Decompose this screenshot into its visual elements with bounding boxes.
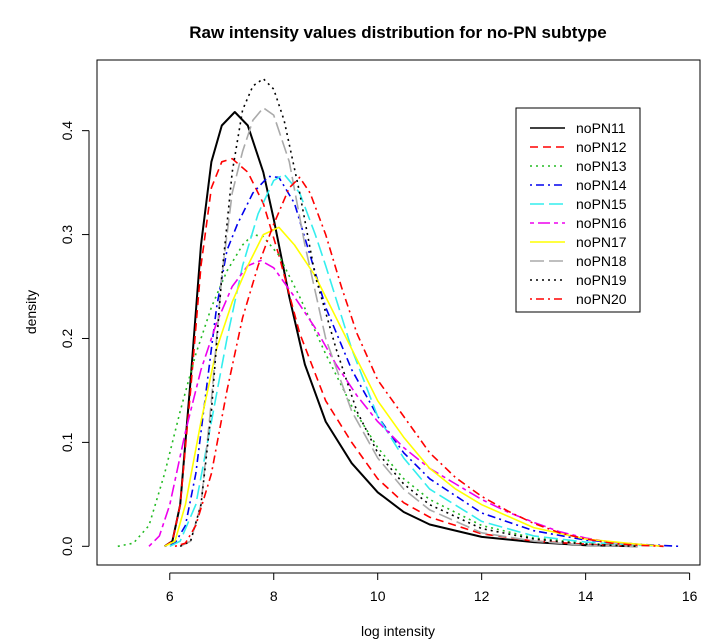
- series-lines: [117, 77, 680, 548]
- legend-label-noPN14: noPN14: [576, 177, 627, 193]
- legend-label-noPN12: noPN12: [576, 139, 627, 155]
- series-line-noPN20: [174, 176, 664, 548]
- legend-label-noPN11: noPN11: [576, 120, 626, 136]
- legend: noPN11 noPN12 noPN13 noPN14 noPN15 noPN16 noPN…: [515, 107, 641, 313]
- y-axis: 0.0 0.1 0.2 0.3 0.4: [59, 121, 90, 556]
- chart-title: Raw intensity values distribution for no…: [189, 23, 607, 42]
- x-tick-label: 6: [166, 588, 174, 604]
- y-tick-label: 0.0: [59, 536, 75, 556]
- legend-box: [515, 107, 641, 313]
- series-line-noPN11: [164, 111, 638, 548]
- x-tick-label: 12: [474, 588, 490, 604]
- series-line-noPN18: [179, 107, 638, 548]
- x-tick-label: 10: [370, 588, 386, 604]
- y-tick-label: 0.2: [59, 329, 75, 349]
- legend-label-noPN15: noPN15: [576, 196, 627, 212]
- plot-frame: [96, 59, 701, 566]
- series-line-noPN19: [179, 77, 638, 548]
- series-line-noPN16: [148, 259, 664, 548]
- x-axis-label: log intensity: [361, 623, 435, 639]
- x-tick-label: 8: [270, 588, 278, 604]
- series-line-noPN15: [169, 173, 664, 548]
- y-tick-label: 0.4: [59, 121, 75, 141]
- legend-label-noPN19: noPN19: [576, 272, 627, 288]
- legend-label-noPN13: noPN13: [576, 158, 627, 174]
- x-tick-label: 16: [682, 588, 698, 604]
- y-tick-label: 0.3: [59, 225, 75, 245]
- series-line-noPN17: [164, 226, 664, 548]
- y-tick-label: 0.1: [59, 432, 75, 452]
- series-line-noPN13: [117, 233, 638, 548]
- legend-label-noPN16: noPN16: [576, 215, 627, 231]
- legend-label-noPN20: noPN20: [576, 291, 627, 307]
- x-axis: 6 8 10 12 14 16: [166, 572, 698, 604]
- legend-label-noPN18: noPN18: [576, 253, 627, 269]
- y-axis-label: density: [23, 290, 39, 334]
- legend-label-noPN17: noPN17: [576, 234, 627, 250]
- x-tick-label: 14: [578, 588, 594, 604]
